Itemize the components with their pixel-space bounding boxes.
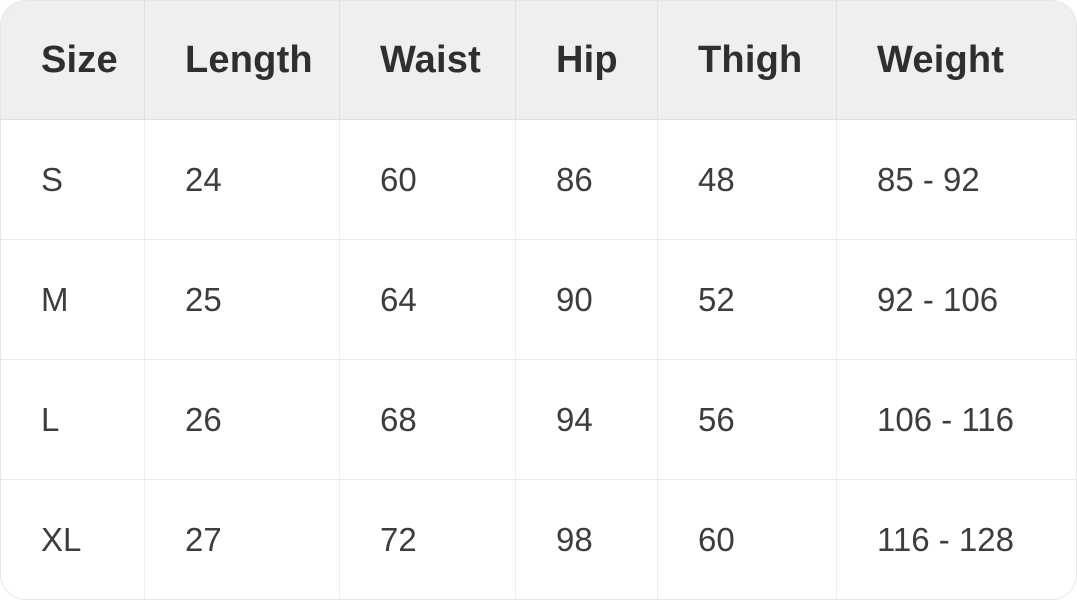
cell-size: XL: [1, 480, 145, 599]
table-row: XL 27 72 98 60 116 - 128: [1, 480, 1076, 599]
table-row: L 26 68 94 56 106 - 116: [1, 360, 1076, 480]
cell-thigh: 48: [658, 120, 837, 239]
cell-thigh: 52: [658, 240, 837, 359]
cell-weight: 106 - 116: [877, 400, 1014, 438]
cell-hip: 86: [516, 120, 658, 239]
table-row: S 24 60 86 48 85 - 92: [1, 120, 1076, 240]
header-cell-waist: Waist: [340, 1, 516, 119]
cell-weight: 92 - 106: [877, 280, 999, 318]
cell-thigh: 60: [658, 480, 837, 599]
cell-thigh: 56: [658, 360, 837, 479]
cell-size: S: [1, 120, 145, 239]
cell-size: M: [1, 240, 145, 359]
cell-waist: 60: [340, 120, 516, 239]
table-row: M 25 64 90 52 92 - 106: [1, 240, 1076, 360]
header-cell-hip: Hip: [516, 1, 658, 119]
header-cell-length: Length: [145, 1, 340, 119]
cell-weight: 85 - 92: [877, 160, 980, 198]
cell-hip: 90: [516, 240, 658, 359]
table-header-row: Size Length Waist Hip Thigh Weight: [1, 1, 1076, 120]
cell-hip: 94: [516, 360, 658, 479]
header-cell-size: Size: [1, 1, 145, 119]
cell-waist: 64: [340, 240, 516, 359]
cell-length: 26: [145, 360, 340, 479]
cell-length: 27: [145, 480, 340, 599]
cell-weight: 116 - 128: [877, 520, 1014, 558]
cell-length: 25: [145, 240, 340, 359]
table-body: S 24 60 86 48 85 - 92 M 25 64 90 52 92 -…: [1, 120, 1076, 599]
cell-size: L: [1, 360, 145, 479]
cell-waist: 68: [340, 360, 516, 479]
header-cell-weight: Weight: [877, 38, 1005, 81]
cell-hip: 98: [516, 480, 658, 599]
cell-waist: 72: [340, 480, 516, 599]
cell-length: 24: [145, 120, 340, 239]
header-cell-thigh: Thigh: [658, 1, 837, 119]
